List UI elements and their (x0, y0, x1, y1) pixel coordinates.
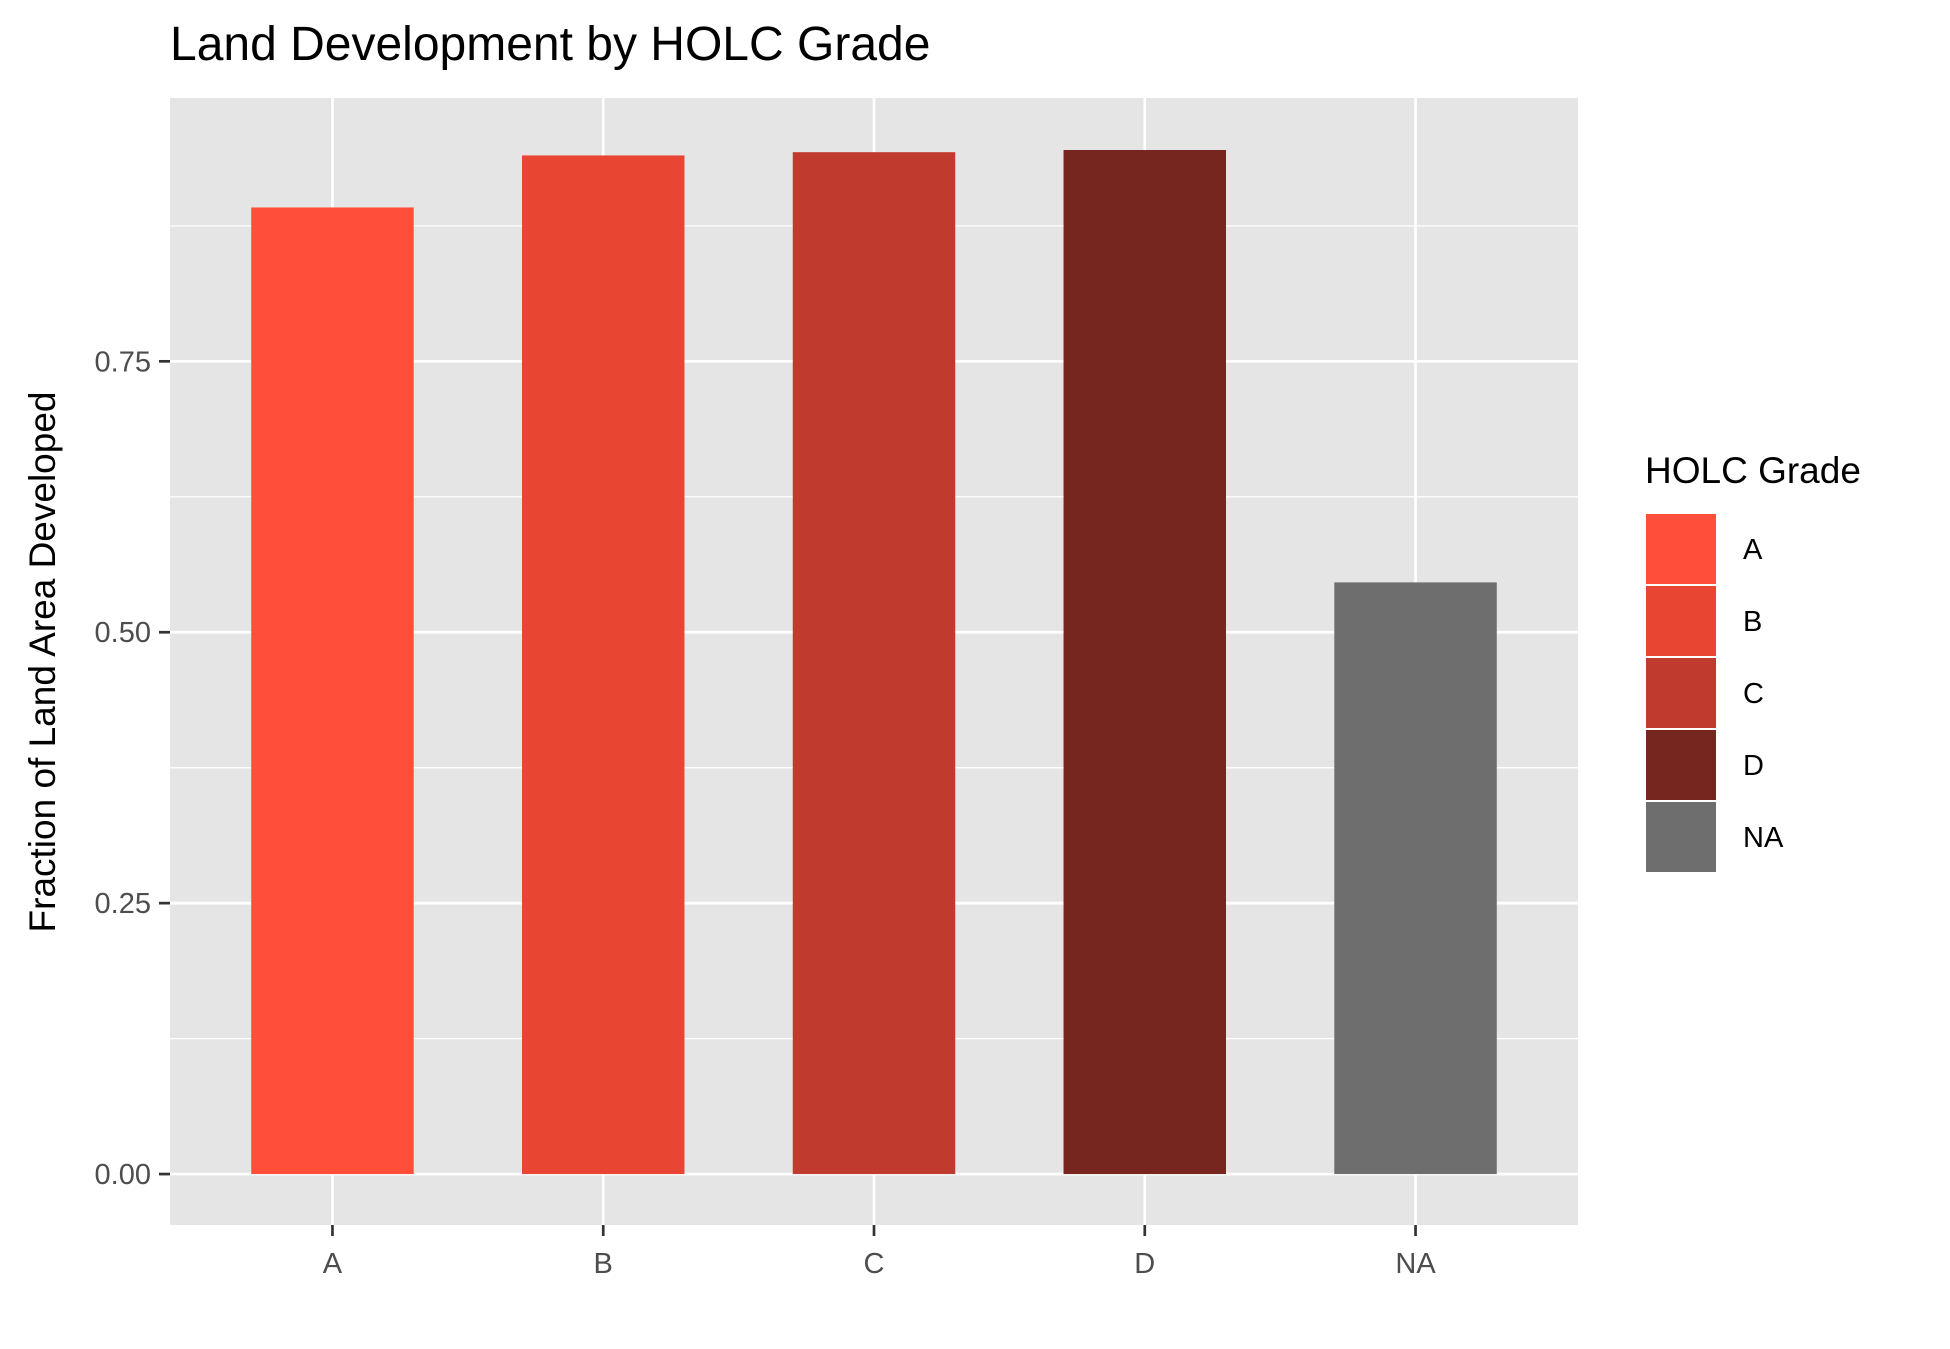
y-tick-label: 0.50 (95, 617, 151, 649)
y-axis-title: Fraction of Land Area Developed (22, 392, 63, 933)
legend-key-c (1644, 656, 1718, 730)
legend-label: A (1743, 534, 1763, 566)
legend: A B C D NA (1644, 512, 1784, 874)
bars (251, 150, 1497, 1175)
bar-d (1063, 150, 1226, 1175)
y-tick-label: 0.75 (95, 346, 151, 378)
x-tick-label: B (594, 1248, 613, 1280)
y-tick-label: 0.25 (95, 888, 151, 920)
legend-key-a (1644, 512, 1718, 586)
legend-label: D (1743, 750, 1764, 782)
y-axis: 0.00 0.25 0.50 0.75 (95, 346, 170, 1191)
bar-na (1334, 582, 1497, 1175)
legend-label: NA (1743, 822, 1784, 854)
x-tick-label: C (864, 1248, 885, 1280)
legend-key-d (1644, 728, 1718, 802)
x-tick-label: NA (1395, 1248, 1436, 1280)
legend-label: B (1743, 606, 1762, 638)
bar-b (522, 155, 685, 1175)
x-axis: A B C D NA (323, 1225, 1436, 1280)
bar-a (251, 207, 414, 1175)
legend-key-na (1644, 800, 1718, 874)
legend-title: HOLC Grade (1645, 450, 1861, 491)
x-tick-label: A (323, 1248, 343, 1280)
chart-title: Land Development by HOLC Grade (170, 18, 930, 71)
bar-c (792, 152, 956, 1175)
legend-key-b (1644, 584, 1718, 658)
y-tick-label: 0.00 (95, 1159, 151, 1191)
x-tick-label: D (1134, 1248, 1155, 1280)
legend-label: C (1743, 678, 1764, 710)
